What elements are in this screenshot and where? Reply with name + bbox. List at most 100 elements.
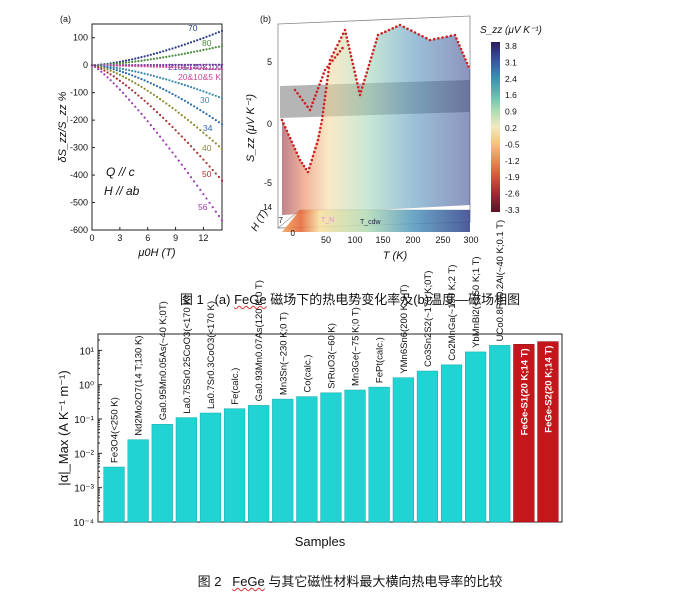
ridge-point xyxy=(300,161,304,165)
ridge-point xyxy=(298,95,302,98)
data-point xyxy=(208,114,211,118)
data-point xyxy=(180,44,183,47)
data-point xyxy=(100,67,103,70)
ridge-point xyxy=(325,82,329,86)
colorbar xyxy=(491,42,500,212)
temp-tick-label: 150 xyxy=(375,235,390,245)
data-point xyxy=(199,155,202,158)
data-point xyxy=(208,67,211,70)
region-tn: T_N xyxy=(321,217,334,224)
data-point xyxy=(171,151,174,154)
ridge-point xyxy=(328,62,332,66)
ridge-point xyxy=(462,54,466,58)
data-point xyxy=(152,63,155,67)
panel-a-ylabel: δS_zz/S_zz % xyxy=(57,91,69,162)
data-point xyxy=(137,71,140,74)
data-point xyxy=(124,72,128,75)
ridge-point xyxy=(298,158,302,162)
data-point xyxy=(118,79,121,82)
data-point xyxy=(211,33,214,36)
ridge-point xyxy=(461,51,464,54)
data-point xyxy=(180,114,183,117)
ridge-point xyxy=(314,146,317,150)
ridge-point xyxy=(358,93,362,97)
data-point xyxy=(128,58,131,62)
data-point xyxy=(146,58,149,61)
ridge-point xyxy=(280,118,284,122)
fig1-caption-a: (a) xyxy=(214,292,235,307)
fig2-caption-prefix: 图 2 xyxy=(197,574,222,589)
data-point xyxy=(124,61,128,64)
bar-category-label: Co2MnGa(~150 K;2 T) xyxy=(447,265,458,361)
data-point xyxy=(211,46,214,50)
data-point xyxy=(162,50,165,53)
data-point xyxy=(134,105,137,108)
temp-tick-label: 250 xyxy=(435,235,450,245)
data-point xyxy=(171,106,174,110)
ridge-point xyxy=(319,79,323,83)
ridge-point xyxy=(304,167,308,171)
z-tick-label: -5 xyxy=(264,178,272,188)
data-point xyxy=(180,63,183,66)
ridge-point xyxy=(288,136,292,140)
ridge-point xyxy=(308,108,312,112)
data-point xyxy=(205,134,208,137)
data-point xyxy=(202,193,205,196)
ridge-point xyxy=(336,43,339,47)
y-tick-label: 10⁻¹ xyxy=(74,415,94,426)
data-point xyxy=(121,75,125,78)
ridge-point xyxy=(351,62,355,66)
ridge-point xyxy=(375,37,379,41)
ridge-point xyxy=(316,138,320,142)
data-point xyxy=(106,66,109,69)
ridge-point xyxy=(322,106,325,110)
data-point xyxy=(183,84,186,87)
data-point xyxy=(205,161,208,165)
surface xyxy=(282,25,470,215)
ridge-point xyxy=(354,74,357,77)
ridge-point xyxy=(321,76,324,79)
annotation-h: H // ab xyxy=(104,184,140,198)
ridge-point xyxy=(325,86,328,90)
ridge-point xyxy=(465,61,469,65)
ridge-point xyxy=(343,28,347,32)
ridge-point xyxy=(318,130,321,134)
y-tick-label: -300 xyxy=(70,143,88,153)
data-point xyxy=(217,121,220,124)
data-point xyxy=(134,82,137,85)
ridge-point xyxy=(284,126,287,129)
data-point xyxy=(177,132,180,135)
data-point xyxy=(152,74,155,78)
data-point xyxy=(220,147,224,151)
data-point xyxy=(112,82,115,85)
data-point xyxy=(103,67,106,70)
data-point xyxy=(186,118,190,122)
data-point xyxy=(146,65,149,68)
bar-category-label: Co3Sn2S2(~170 K;0T) xyxy=(423,271,434,367)
data-point xyxy=(174,94,177,97)
data-point xyxy=(186,171,190,175)
data-point xyxy=(177,96,180,99)
data-point xyxy=(193,123,196,127)
temp-tick-label: 50 xyxy=(321,235,331,245)
ridge-point xyxy=(340,36,343,39)
temp-tick-label: 300 xyxy=(463,235,478,245)
ridge-point xyxy=(313,150,316,154)
data-point xyxy=(149,91,152,94)
data-point xyxy=(174,109,177,112)
data-point xyxy=(217,95,220,99)
data-point xyxy=(220,68,224,71)
data-point xyxy=(146,80,149,83)
data-point xyxy=(106,71,109,74)
data-point xyxy=(183,43,186,46)
ridge-point xyxy=(370,56,373,59)
data-point xyxy=(174,54,177,57)
data-point xyxy=(180,163,183,166)
x-tick-label: 12 xyxy=(198,233,208,243)
data-point xyxy=(159,51,162,54)
ridge-point xyxy=(318,83,321,86)
data-point xyxy=(137,60,140,63)
ridge-point xyxy=(361,86,364,89)
ridge-point xyxy=(367,63,371,67)
series-label: 50 xyxy=(202,169,212,179)
